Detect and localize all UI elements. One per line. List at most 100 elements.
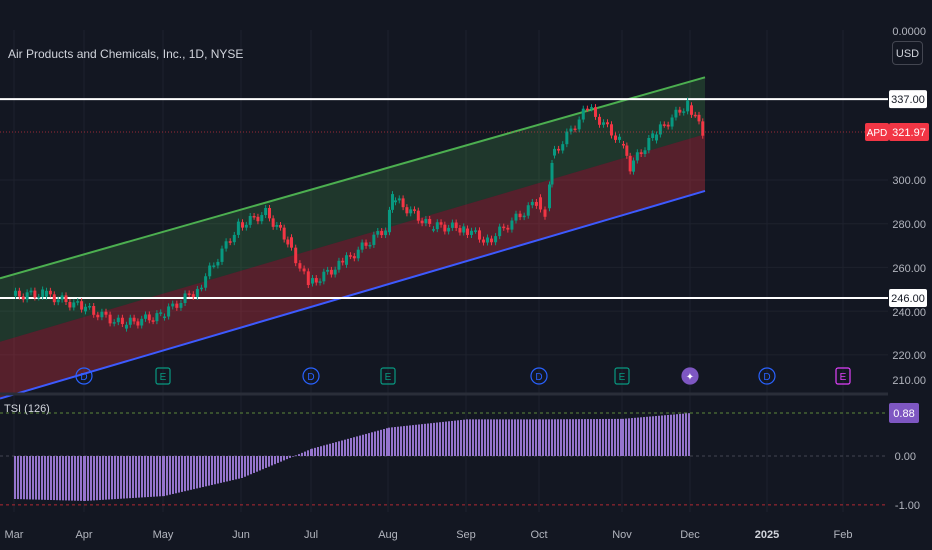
indicator-bar: [646, 416, 648, 456]
candle: [478, 230, 481, 240]
indicator-bar: [371, 432, 373, 456]
candle: [678, 109, 682, 113]
indicator-bar: [529, 419, 531, 456]
indicator-bar: [424, 423, 426, 456]
indicator-bar: [584, 419, 586, 456]
candle: [439, 222, 443, 225]
candle: [88, 306, 92, 308]
indicator-bar: [688, 413, 690, 456]
indicator-bar: [557, 419, 559, 456]
candle: [526, 205, 530, 216]
y-axis-tick-label: 210.00: [892, 375, 926, 387]
indicator-bar: [652, 416, 654, 456]
candle: [100, 311, 104, 318]
level-price-label: 337.00: [891, 94, 925, 106]
indicator-bar: [412, 425, 414, 456]
candle: [514, 213, 518, 221]
indicator-bar: [304, 451, 306, 456]
indicator-bar: [126, 456, 128, 499]
candle: [84, 306, 87, 312]
candle: [518, 213, 522, 218]
time-axis-background: [0, 512, 932, 550]
candle: [606, 122, 609, 125]
candle: [447, 227, 451, 232]
indicator-bar: [229, 456, 231, 481]
indicator-bar: [144, 456, 146, 498]
candle: [204, 276, 208, 288]
candle: [136, 321, 140, 326]
indicator-bar: [421, 424, 423, 456]
indicator-bar: [406, 425, 408, 456]
candle: [241, 222, 244, 228]
candle: [159, 312, 163, 314]
candle: [622, 143, 625, 146]
x-axis-tick-label: Nov: [612, 529, 632, 541]
candle: [318, 281, 322, 283]
indicator-bar: [77, 456, 79, 501]
indicator-bar: [670, 414, 672, 456]
indicator-bar: [608, 418, 610, 456]
candle: [639, 152, 643, 155]
indicator-bar: [108, 456, 110, 500]
indicator-bar: [205, 456, 207, 487]
candle: [348, 255, 352, 257]
indicator-bar: [575, 419, 577, 456]
indicator-bar: [587, 419, 589, 456]
candle: [294, 247, 298, 264]
indicator-bar: [138, 456, 140, 498]
candle: [286, 239, 290, 245]
indicator-bar: [400, 426, 402, 456]
indicator-bar: [323, 445, 325, 456]
indicator-bar: [640, 417, 642, 456]
candle: [670, 117, 674, 127]
indicator-bar: [41, 456, 43, 500]
event-marker-label: ✦: [686, 372, 694, 383]
candle: [212, 265, 216, 267]
event-marker-label: D: [535, 372, 542, 383]
indicator-title[interactable]: TSI (126): [4, 403, 50, 415]
candle: [216, 261, 220, 266]
x-axis-tick-label: Sep: [456, 529, 476, 541]
indicator-bar: [526, 419, 528, 456]
indicator-bar: [599, 418, 601, 456]
indicator-bar: [614, 418, 616, 456]
indicator-bar: [111, 456, 113, 500]
event-marker-label: D: [763, 372, 770, 383]
indicator-bar: [172, 456, 174, 494]
indicator-bar: [658, 415, 660, 456]
candle: [337, 260, 341, 270]
indicator-bar: [20, 456, 22, 500]
indicator-bar: [394, 427, 396, 456]
indicator-bar: [545, 419, 547, 456]
candle: [614, 135, 617, 140]
indicator-axis-tick: -1.00: [895, 500, 920, 512]
indicator-bar: [220, 456, 222, 483]
candle: [21, 296, 25, 300]
candle: [534, 201, 538, 206]
candle: [435, 222, 439, 230]
indicator-bar: [625, 418, 627, 456]
indicator-bar: [68, 456, 70, 501]
indicator-bar: [679, 413, 681, 456]
event-marker-earnings: [155, 367, 171, 385]
indicator-bar: [593, 419, 595, 456]
indicator-bar: [256, 456, 258, 472]
indicator-bar: [478, 419, 480, 456]
indicator-bar: [682, 413, 684, 456]
candle: [228, 241, 232, 243]
indicator-bar: [362, 434, 364, 456]
indicator-bar: [289, 456, 291, 458]
candle: [569, 128, 573, 132]
indicator-bar: [517, 419, 519, 456]
currency-button[interactable]: USD: [892, 41, 923, 65]
event-marker-label: D: [307, 372, 314, 383]
indicator-bar: [166, 456, 168, 496]
indicator-bar: [460, 419, 462, 456]
candle: [248, 215, 252, 225]
candle: [92, 306, 96, 315]
indicator-bar: [514, 419, 516, 456]
candle: [108, 314, 112, 324]
symbol-tag: [865, 123, 889, 141]
indicator-bar: [620, 418, 622, 456]
